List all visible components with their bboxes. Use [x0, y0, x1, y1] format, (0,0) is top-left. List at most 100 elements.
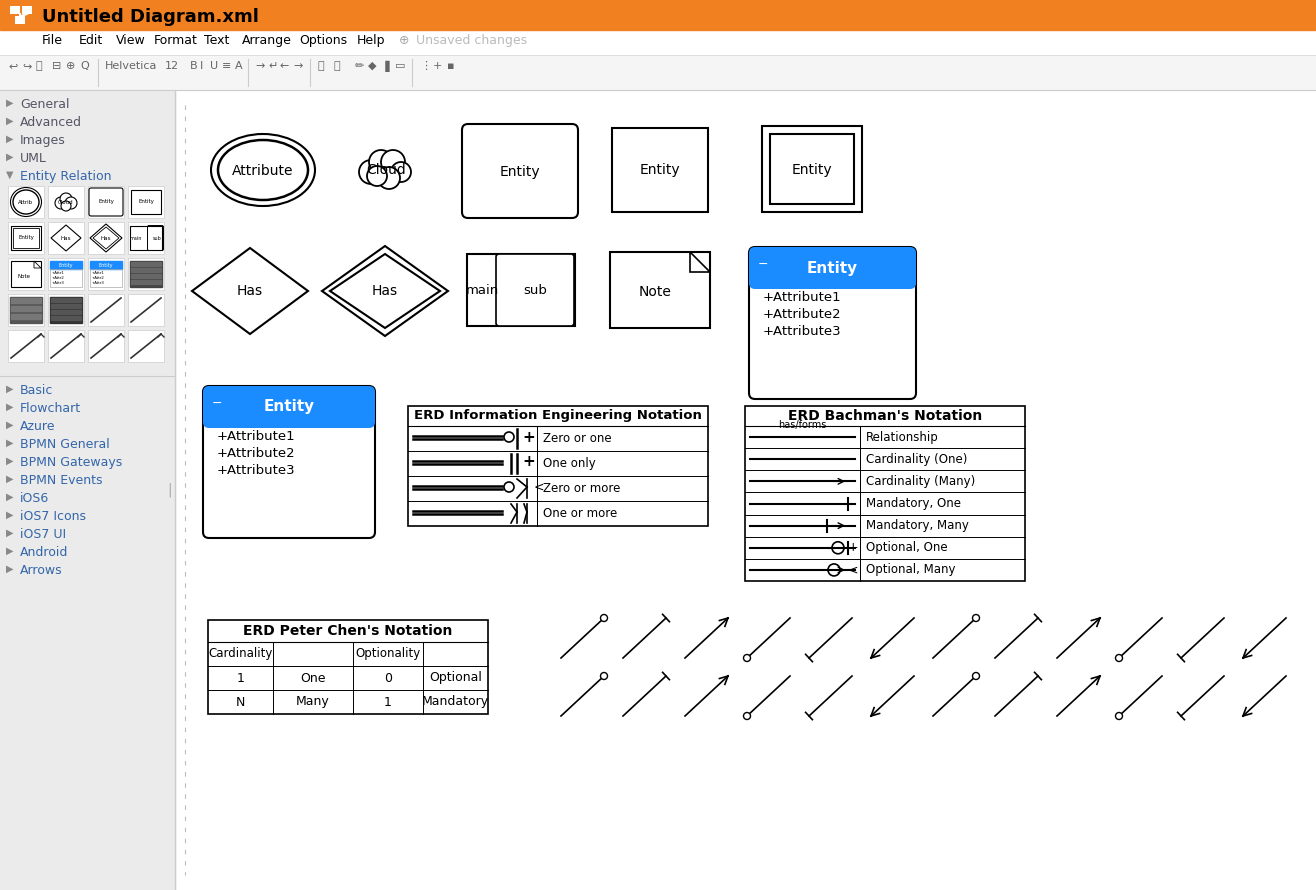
Bar — [8, 222, 43, 254]
Bar — [13, 228, 39, 248]
Text: ≡: ≡ — [222, 61, 232, 71]
Text: +Attribute1: +Attribute1 — [217, 430, 296, 443]
Text: ▭: ▭ — [395, 61, 405, 71]
Text: Arrows: Arrows — [20, 564, 63, 577]
Text: Format: Format — [154, 34, 197, 47]
Bar — [5, 3, 36, 27]
Text: ▶: ▶ — [7, 474, 13, 484]
Text: Untitled Diagram.xml: Untitled Diagram.xml — [42, 8, 259, 26]
Text: −: − — [212, 397, 222, 410]
Text: iOS6: iOS6 — [20, 492, 49, 505]
Bar — [130, 226, 162, 250]
Circle shape — [600, 673, 608, 679]
Text: ▶: ▶ — [7, 420, 13, 430]
Bar — [89, 269, 122, 287]
Circle shape — [973, 614, 979, 621]
Circle shape — [359, 160, 383, 184]
Bar — [89, 261, 122, 269]
Bar — [14, 16, 25, 24]
Text: Entity: Entity — [263, 400, 315, 415]
Text: Entity: Entity — [99, 199, 114, 205]
Text: BPMN Events: BPMN Events — [20, 474, 103, 487]
Bar — [467, 254, 575, 326]
Text: Entity: Entity — [807, 261, 858, 276]
Bar — [128, 258, 164, 290]
Circle shape — [1116, 654, 1123, 661]
FancyBboxPatch shape — [203, 386, 375, 428]
Bar — [88, 330, 124, 362]
Text: ▶: ▶ — [7, 134, 13, 144]
Text: Text: Text — [204, 34, 230, 47]
Text: Attrib: Attrib — [18, 199, 34, 205]
Bar — [88, 222, 124, 254]
Text: Azure: Azure — [20, 420, 55, 433]
Circle shape — [61, 193, 72, 205]
Text: 12: 12 — [164, 61, 179, 71]
Text: +Attr3: +Attr3 — [92, 281, 105, 285]
Text: Arrange: Arrange — [242, 34, 291, 47]
Text: General: General — [20, 98, 70, 111]
Bar — [11, 306, 41, 311]
Text: Advanced: Advanced — [20, 116, 82, 129]
Circle shape — [744, 713, 750, 719]
Text: ⊟: ⊟ — [53, 61, 62, 71]
Text: ERD Peter Chen's Notation: ERD Peter Chen's Notation — [243, 624, 453, 638]
Text: +Attribute1: +Attribute1 — [763, 291, 842, 304]
FancyBboxPatch shape — [496, 254, 574, 326]
Text: Optionality: Optionality — [355, 648, 421, 660]
Bar — [8, 186, 43, 218]
Text: Cardinality: Cardinality — [208, 648, 272, 660]
Text: Helvetica: Helvetica — [105, 61, 158, 71]
Text: Entity Relation: Entity Relation — [20, 170, 112, 183]
FancyBboxPatch shape — [203, 386, 375, 538]
Text: Entity: Entity — [99, 263, 113, 268]
FancyBboxPatch shape — [462, 124, 578, 218]
Text: ▶: ▶ — [7, 402, 13, 412]
Bar — [8, 330, 43, 362]
Bar — [0, 55, 1316, 90]
Circle shape — [368, 150, 393, 174]
Text: Optional, Many: Optional, Many — [866, 563, 955, 577]
Bar — [209, 407, 368, 422]
Text: B: B — [190, 61, 197, 71]
Polygon shape — [690, 252, 711, 272]
Text: U: U — [211, 61, 218, 71]
Bar — [51, 298, 82, 302]
Text: Zero or more: Zero or more — [544, 482, 620, 495]
Circle shape — [600, 614, 608, 621]
Bar — [612, 128, 708, 212]
Text: ⊕: ⊕ — [66, 61, 75, 71]
Text: 1: 1 — [237, 671, 245, 684]
Text: ▶: ▶ — [7, 152, 13, 162]
Text: ↩: ↩ — [8, 61, 17, 71]
Text: ▶: ▶ — [7, 98, 13, 108]
Text: Q: Q — [80, 61, 88, 71]
Polygon shape — [322, 246, 447, 336]
Bar — [50, 297, 82, 323]
Bar — [47, 330, 84, 362]
Bar — [762, 126, 862, 212]
Bar — [128, 222, 164, 254]
Text: Cloud: Cloud — [58, 200, 74, 206]
Bar — [11, 297, 42, 323]
Text: File: File — [42, 34, 63, 47]
Circle shape — [367, 166, 387, 186]
Bar — [208, 620, 488, 714]
Circle shape — [61, 201, 71, 211]
Text: ERD Information Engineering Notation: ERD Information Engineering Notation — [415, 409, 701, 423]
Text: ⊕: ⊕ — [399, 34, 409, 47]
Text: Images: Images — [20, 134, 66, 147]
Text: View: View — [116, 34, 146, 47]
Text: One: One — [300, 671, 326, 684]
Text: +Attr1: +Attr1 — [92, 271, 105, 275]
Text: iOS7 UI: iOS7 UI — [20, 528, 66, 541]
Text: <: < — [534, 481, 545, 493]
Bar — [128, 186, 164, 218]
Bar — [132, 190, 161, 214]
Text: ▶: ▶ — [7, 528, 13, 538]
Bar — [47, 294, 84, 326]
Text: Entity: Entity — [792, 163, 832, 177]
Bar — [0, 30, 1316, 55]
Text: sub: sub — [522, 284, 547, 296]
Text: Relationship: Relationship — [866, 431, 938, 443]
